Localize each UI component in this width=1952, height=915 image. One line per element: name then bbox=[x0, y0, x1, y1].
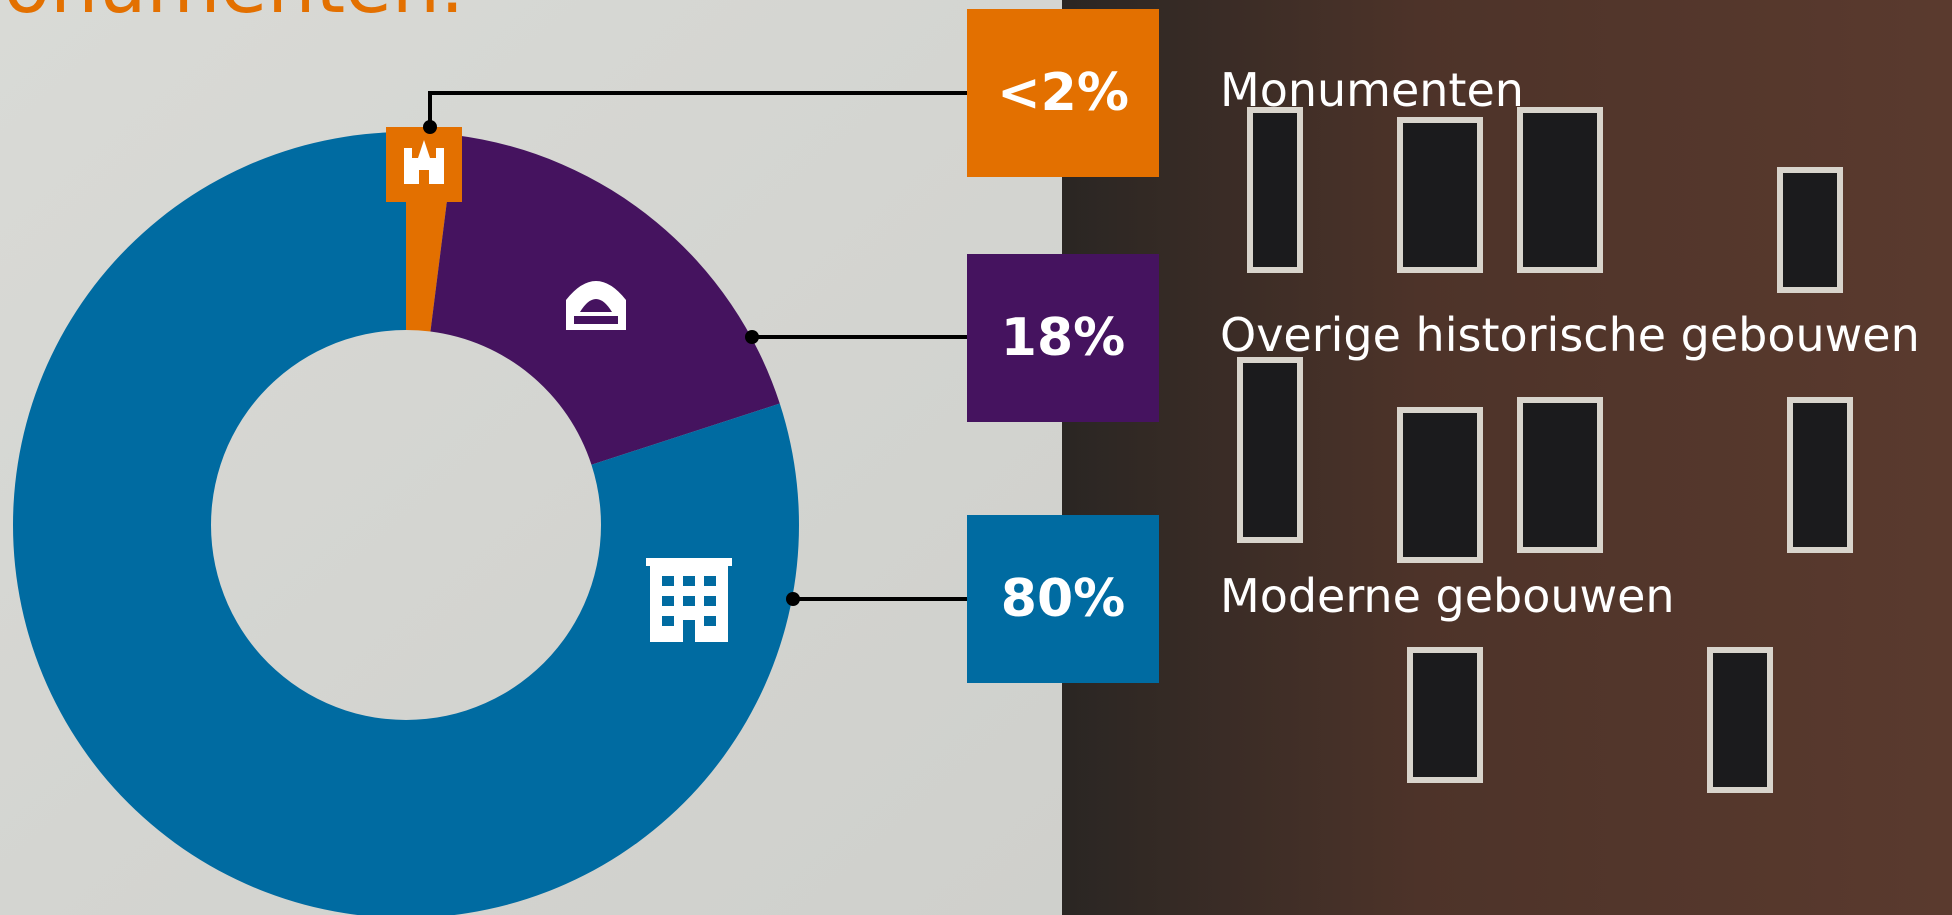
title: Monumenten. bbox=[0, 0, 464, 30]
value-label: <2% bbox=[997, 63, 1129, 123]
value-box bbox=[967, 515, 1159, 683]
category-label: Moderne gebouwen bbox=[1220, 569, 1675, 623]
connector-dot bbox=[745, 330, 759, 344]
value-box bbox=[967, 254, 1159, 422]
windows bbox=[1237, 107, 1853, 793]
icon-historic bbox=[566, 281, 626, 330]
category-label: Overige historische gebouwen bbox=[1220, 308, 1920, 362]
value-label: 18% bbox=[1001, 308, 1125, 368]
icon-modern bbox=[646, 558, 732, 642]
connector-dot bbox=[423, 120, 437, 134]
value-box bbox=[967, 9, 1159, 177]
legend: <2% Monumenten 18% Overige historische gebo… bbox=[423, 9, 1920, 683]
slice bbox=[13, 132, 799, 915]
value-label: 80% bbox=[1001, 569, 1125, 629]
connector-dot bbox=[786, 592, 800, 606]
icon-monument bbox=[404, 140, 444, 184]
connector bbox=[428, 91, 967, 127]
category-label: Monumenten bbox=[1220, 63, 1524, 117]
